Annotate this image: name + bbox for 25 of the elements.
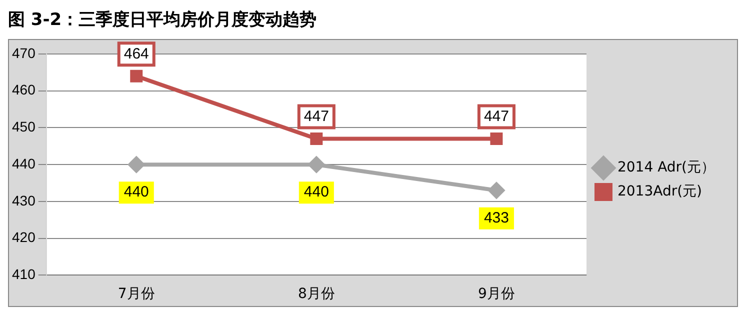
data-label: 433 (484, 210, 509, 227)
x-tick-label: 7月份 (118, 286, 155, 302)
y-tick-label: 430 (12, 192, 36, 208)
data-label: 440 (124, 184, 149, 201)
x-tick-label: 9月份 (478, 286, 515, 302)
chart-title: 图 3-2：三季度日平均房价月度变动趋势 (8, 9, 318, 31)
data-label: 447 (484, 108, 509, 125)
point (128, 156, 144, 173)
y-tick-label: 440 (12, 155, 36, 172)
y-tick-label: 470 (12, 44, 36, 61)
x-tick-label: 8月份 (298, 286, 335, 302)
data-label: 440 (304, 184, 329, 201)
legend-label: 2013Adr(元) (617, 184, 702, 200)
data-label: 464 (124, 45, 149, 62)
point (490, 132, 503, 146)
y-tick-label: 420 (12, 229, 36, 246)
y-tick-label: 460 (12, 82, 36, 98)
point (310, 132, 323, 146)
y-tick-label: 410 (12, 266, 36, 282)
point (488, 182, 504, 198)
legend-label: 2014 Adr(元） (617, 160, 715, 176)
point (308, 156, 324, 173)
data-label: 447 (304, 108, 329, 125)
y-tick-label: 450 (12, 118, 36, 135)
point (130, 70, 143, 82)
